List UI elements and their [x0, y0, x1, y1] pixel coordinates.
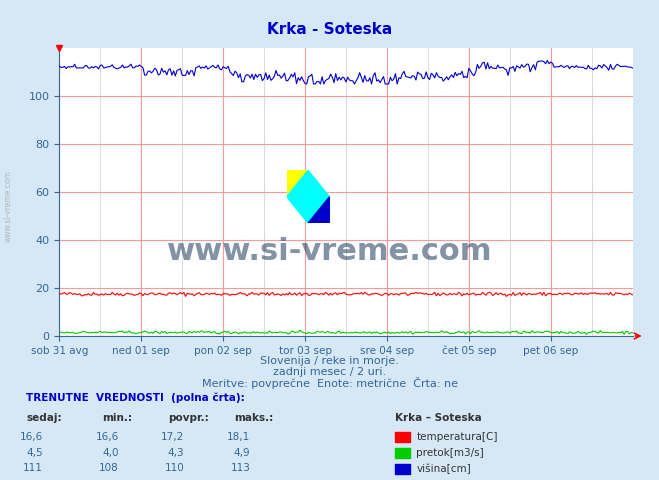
Text: 4,5: 4,5 — [26, 448, 43, 457]
Text: 4,3: 4,3 — [168, 448, 185, 457]
Text: Meritve: povprečne  Enote: metrične  Črta: ne: Meritve: povprečne Enote: metrične Črta:… — [202, 376, 457, 389]
Polygon shape — [308, 197, 330, 223]
Text: 17,2: 17,2 — [161, 432, 185, 442]
Text: 4,0: 4,0 — [102, 448, 119, 457]
Text: višina[cm]: višina[cm] — [416, 463, 471, 474]
Text: TRENUTNE  VREDNOSTI  (polna črta):: TRENUTNE VREDNOSTI (polna črta): — [26, 392, 245, 403]
Text: 110: 110 — [165, 464, 185, 473]
Text: temperatura[C]: temperatura[C] — [416, 432, 498, 442]
Text: 4,9: 4,9 — [234, 448, 250, 457]
Text: Krka – Soteska: Krka – Soteska — [395, 413, 482, 422]
Polygon shape — [287, 170, 308, 197]
Text: www.si-vreme.com: www.si-vreme.com — [4, 170, 13, 242]
Text: 16,6: 16,6 — [20, 432, 43, 442]
Text: 113: 113 — [231, 464, 250, 473]
Text: Slovenija / reke in morje.: Slovenija / reke in morje. — [260, 357, 399, 366]
Text: 108: 108 — [99, 464, 119, 473]
Text: 111: 111 — [23, 464, 43, 473]
Text: maks.:: maks.: — [234, 413, 273, 422]
Text: Krka - Soteska: Krka - Soteska — [267, 22, 392, 37]
Polygon shape — [287, 170, 330, 223]
Text: min.:: min.: — [102, 413, 132, 422]
Text: 16,6: 16,6 — [96, 432, 119, 442]
Text: 18,1: 18,1 — [227, 432, 250, 442]
Text: www.si-vreme.com: www.si-vreme.com — [167, 238, 492, 266]
Text: pretok[m3/s]: pretok[m3/s] — [416, 448, 484, 457]
Text: zadnji mesec / 2 uri.: zadnji mesec / 2 uri. — [273, 367, 386, 377]
Text: povpr.:: povpr.: — [168, 413, 209, 422]
Text: sedaj:: sedaj: — [26, 413, 62, 422]
